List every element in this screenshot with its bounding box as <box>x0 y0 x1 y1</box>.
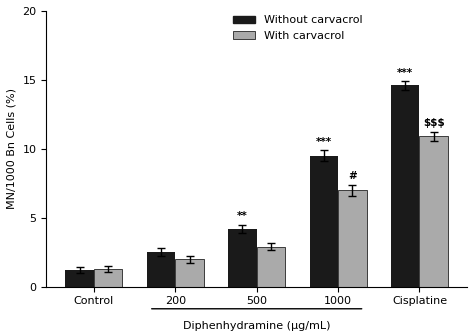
Text: **: ** <box>237 211 248 221</box>
Text: #: # <box>348 171 357 181</box>
Bar <box>94 269 122 287</box>
Bar <box>228 229 257 287</box>
Bar <box>391 85 419 287</box>
Text: $$$: $$$ <box>423 118 445 128</box>
Y-axis label: MN/1000 Bn Cells (%): MN/1000 Bn Cells (%) <box>7 88 17 209</box>
Bar <box>175 259 204 287</box>
Text: ***: *** <box>397 68 413 78</box>
Bar <box>147 252 175 287</box>
Bar <box>338 190 366 287</box>
Text: ***: *** <box>316 137 332 147</box>
Bar <box>257 247 285 287</box>
Bar <box>310 156 338 287</box>
Legend: Without carvacrol, With carvacrol: Without carvacrol, With carvacrol <box>228 11 367 45</box>
Text: Diphenhydramine (μg/mL): Diphenhydramine (μg/mL) <box>183 321 330 331</box>
Bar <box>65 270 94 287</box>
Bar <box>419 136 448 287</box>
